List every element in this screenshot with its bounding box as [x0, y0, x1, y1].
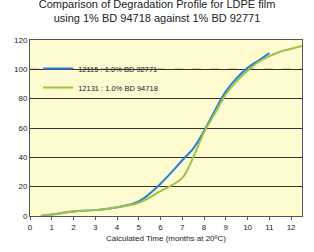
svg-text:120: 120 — [14, 36, 28, 45]
svg-text:12: 12 — [287, 223, 296, 232]
svg-text:7: 7 — [180, 223, 185, 232]
svg-text:1: 1 — [50, 223, 55, 232]
svg-text:12131 : 1.0% BD 94718: 12131 : 1.0% BD 94718 — [78, 84, 158, 93]
svg-text:Calculated Time (months at 20º: Calculated Time (months at 20ºC) — [106, 234, 226, 243]
svg-text:0: 0 — [23, 212, 28, 221]
svg-text:0: 0 — [28, 223, 33, 232]
svg-text:100: 100 — [14, 65, 28, 74]
svg-text:5: 5 — [137, 223, 142, 232]
svg-text:9: 9 — [224, 223, 229, 232]
svg-text:40: 40 — [18, 153, 27, 162]
svg-text:20: 20 — [18, 182, 27, 191]
svg-text:80: 80 — [18, 94, 27, 103]
svg-text:6: 6 — [158, 223, 163, 232]
svg-text:11: 11 — [265, 223, 274, 232]
svg-text:8: 8 — [202, 223, 207, 232]
svg-text:Comparison of Degradation Prof: Comparison of Degradation Profile for LD… — [39, 0, 276, 24]
svg-text:12115 : 1.0% BD 92771: 12115 : 1.0% BD 92771 — [78, 65, 157, 74]
svg-text:2: 2 — [71, 223, 76, 232]
svg-text:60: 60 — [18, 124, 27, 133]
svg-text:3: 3 — [93, 223, 98, 232]
svg-text:10: 10 — [243, 223, 252, 232]
svg-text:4: 4 — [115, 223, 120, 232]
